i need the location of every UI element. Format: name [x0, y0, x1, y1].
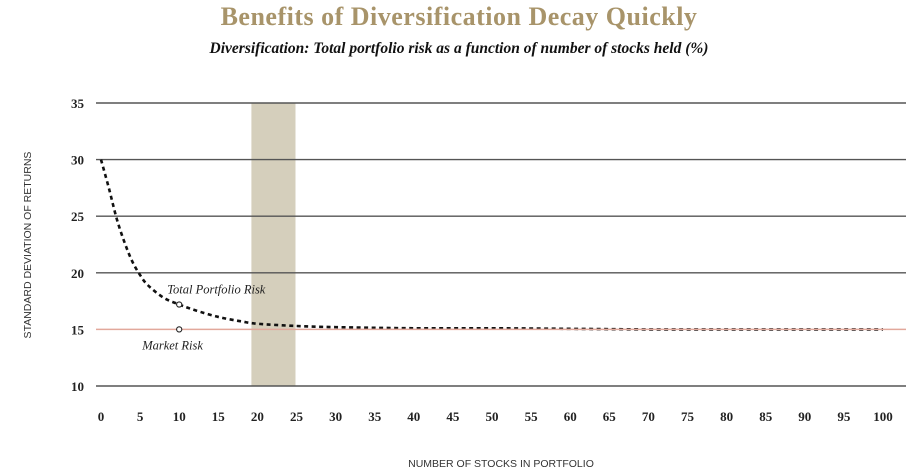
x-tick-75: 75 — [681, 409, 695, 424]
x-tick-50: 50 — [486, 409, 499, 424]
annotation-label-0: Total Portfolio Risk — [167, 282, 266, 296]
x-tick-85: 85 — [759, 409, 773, 424]
series-layer — [96, 159, 906, 331]
x-tick-60: 60 — [564, 409, 577, 424]
x-tick-15: 15 — [212, 409, 226, 424]
y-tick-15: 15 — [71, 322, 85, 337]
highlight-band — [251, 103, 296, 386]
x-tick-30: 30 — [329, 409, 342, 424]
y-tick-35: 35 — [71, 96, 85, 111]
x-tick-20: 20 — [251, 409, 264, 424]
x-tick-0: 0 — [98, 409, 105, 424]
x-axis-title: NUMBER OF STOCKS IN PORTFOLIO — [408, 458, 594, 470]
highlight-band-layer — [251, 103, 296, 386]
series-line-total-portfolio-risk — [99, 159, 883, 331]
y-tick-30: 30 — [71, 153, 84, 168]
y-tick-labels: 10 15 20 25 30 35 — [71, 96, 85, 394]
annotation-marker-1 — [176, 326, 183, 333]
annotation-label-1: Market Risk — [141, 338, 203, 352]
x-tick-40: 40 — [407, 409, 420, 424]
grid-layer — [96, 102, 906, 387]
x-tick-100: 100 — [873, 409, 893, 424]
x-tick-70: 70 — [642, 409, 655, 424]
annotation-marker-0 — [176, 301, 183, 308]
x-tick-5: 5 — [137, 409, 144, 424]
x-tick-80: 80 — [720, 409, 733, 424]
chart-title: Benefits of Diversification Decay Quickl… — [220, 2, 698, 31]
x-tick-labels: 0 5 10 15 20 25 30 35 40 45 50 55 60 65 70 75 80 85 90 95 10… — [98, 409, 893, 424]
chart-subtitle: Diversification: Total portfolio risk as… — [209, 40, 709, 57]
x-tick-35: 35 — [368, 409, 382, 424]
x-tick-65: 65 — [603, 409, 617, 424]
x-tick-55: 55 — [525, 409, 539, 424]
x-tick-90: 90 — [798, 409, 811, 424]
x-tick-10: 10 — [173, 409, 186, 424]
x-tick-25: 25 — [290, 409, 304, 424]
y-tick-10: 10 — [71, 379, 84, 394]
x-tick-95: 95 — [837, 409, 851, 424]
y-axis-title: STANDARD DEVIATION OF RETURNS — [22, 152, 34, 339]
y-tick-25: 25 — [71, 209, 85, 224]
y-tick-20: 20 — [71, 266, 84, 281]
x-tick-45: 45 — [446, 409, 460, 424]
annotation-layer: Total Portfolio Risk Market Risk — [141, 282, 266, 352]
